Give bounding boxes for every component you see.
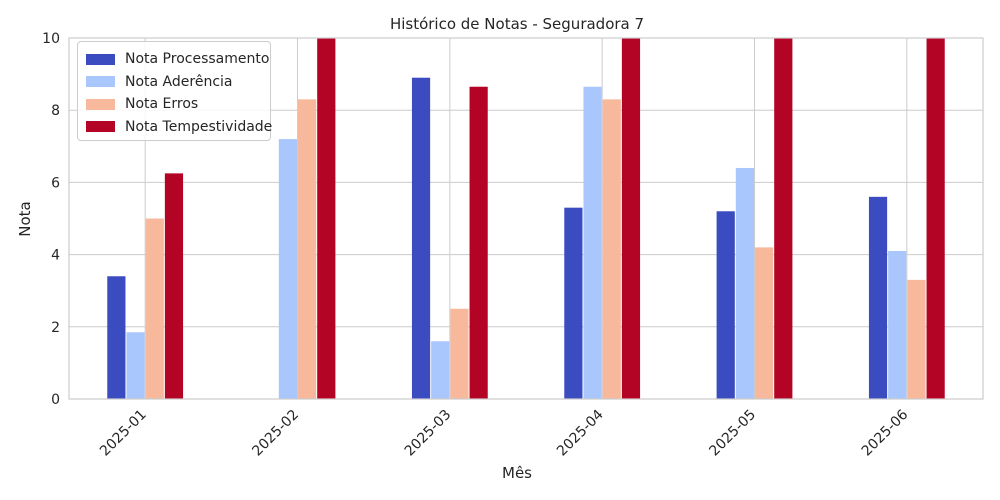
bar [926,38,945,399]
y-tick-label: 4 [51,248,60,264]
legend-item: Nota Erros [86,93,262,116]
bar [583,86,602,400]
bar [411,77,431,400]
legend-swatch [86,98,115,110]
legend-swatch [86,76,115,88]
bar [868,196,888,399]
y-axis-label: Nota [16,201,34,236]
chart-title: Histórico de Notas - Seguradora 7 [390,15,644,33]
bar [431,341,450,399]
legend-item: Nota Aderência [86,71,262,94]
bar [164,173,184,399]
x-axis-label: Mês [502,464,532,482]
bar [907,279,926,399]
chart-legend: Nota Processamento Nota Aderência Nota Err… [77,41,272,141]
x-tick-label: 2025-04 [554,407,607,460]
bar [602,99,621,400]
bar [450,308,469,399]
y-tick-label: 8 [51,103,60,119]
bar [126,332,145,399]
legend-item: Nota Tempestividade [86,116,272,139]
axes [68,37,984,400]
bar [621,38,641,399]
y-tick-label: 6 [51,175,60,191]
legend-label: Nota Tempestividade [125,118,273,135]
legend-swatch [86,53,115,65]
bar [716,211,735,399]
legend-swatch [86,121,115,133]
bar [317,38,336,399]
bars [107,38,945,400]
legend-label: Nota Processamento [125,51,270,68]
plot-frame [68,37,984,400]
bar [888,250,907,399]
bar [145,218,164,399]
x-tick-label: 2025-01 [97,407,150,460]
bar [107,276,126,399]
bar [469,86,488,400]
bar [298,99,317,400]
legend-label: Nota Erros [125,96,199,113]
y-tick-label: 0 [51,392,60,408]
bar [278,139,297,399]
x-tick-label: 2025-06 [859,407,912,460]
bar [755,247,774,399]
legend-label: Nota Aderência [125,73,233,90]
bar [735,167,754,399]
bar [564,207,583,399]
bar [774,38,793,399]
y-tick-label: 2 [51,320,60,336]
legend-item: Nota Processamento [86,48,269,71]
x-tick-label: 2025-03 [402,407,455,460]
x-tick-label: 2025-05 [706,407,759,460]
y-tick-label: 10 [42,31,60,47]
x-tick-label: 2025-02 [249,407,302,460]
